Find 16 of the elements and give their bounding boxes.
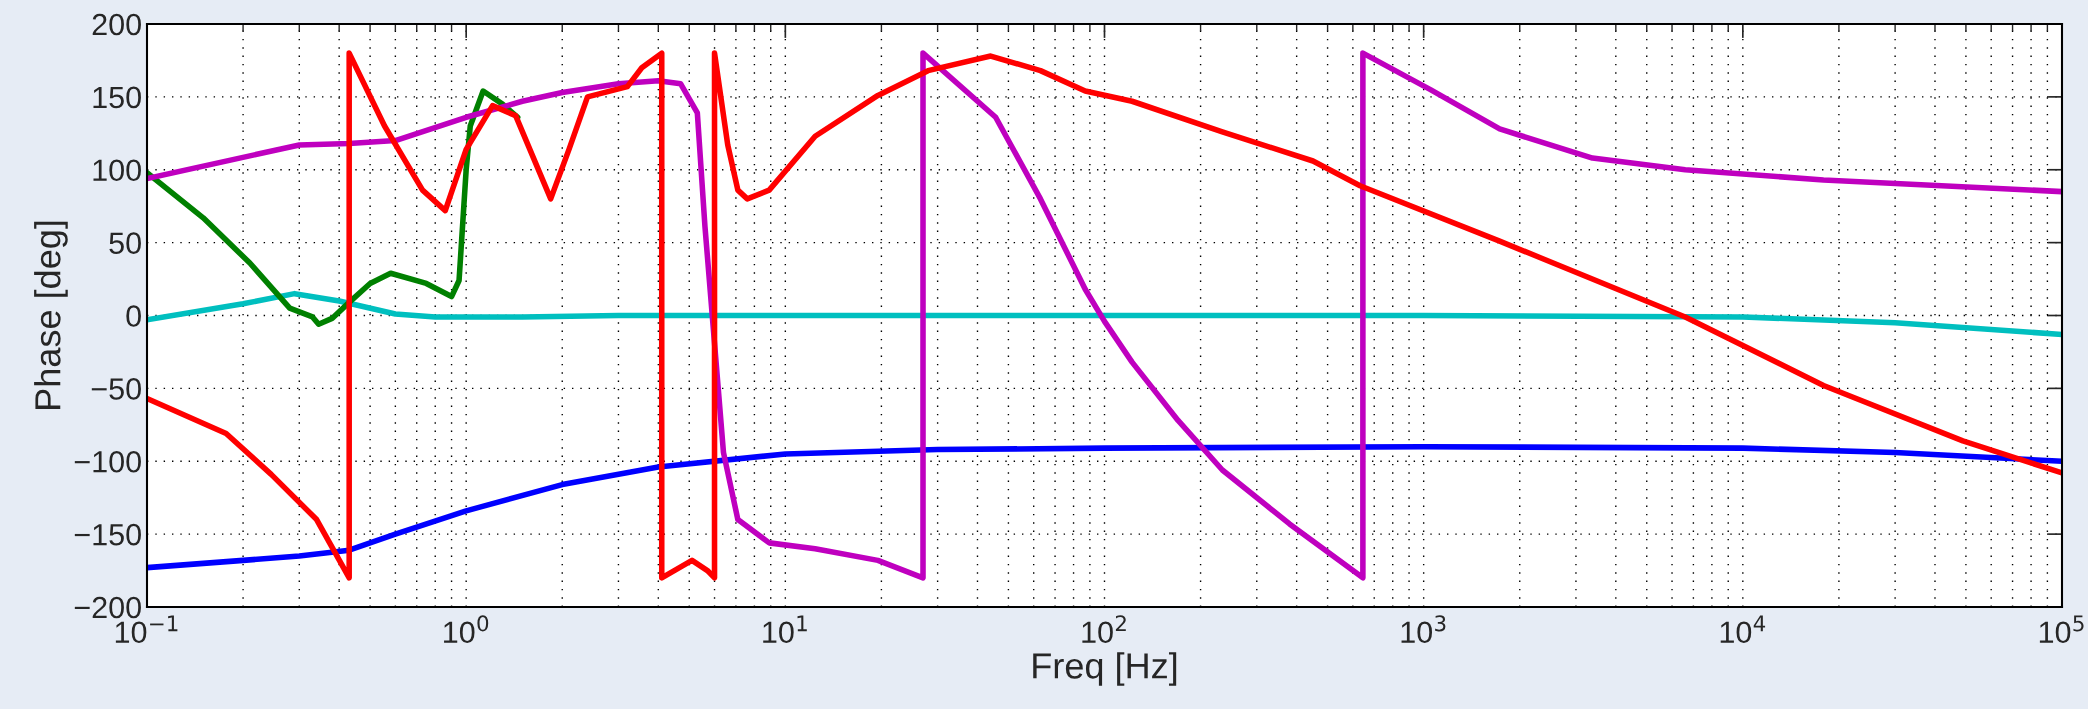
y-tick-label: −100 (74, 450, 141, 473)
y-tick-label: −150 (74, 523, 141, 546)
x-tick-label: 10$^{1}$ (763, 615, 807, 644)
x-tick-label: 10$^{5}$ (2039, 615, 2084, 644)
y-tick-label: −50 (91, 378, 141, 400)
y-tick-label: 50 (109, 232, 141, 254)
y-tick-label: 0 (126, 305, 141, 327)
x-tick-label: 10$^{3}$ (1401, 615, 1446, 644)
y-tick-label: 200 (92, 13, 141, 36)
x-tick-label: 10$^{2}$ (1082, 615, 1126, 644)
x-tick-label: 10$^{0}$ (444, 615, 489, 644)
x-axis-title: Freq [Hz] (1033, 652, 1177, 686)
y-tick-label: 100 (93, 159, 141, 182)
y-tick-label: 150 (93, 86, 141, 109)
y-axis-title: Phase [deg] (34, 221, 68, 409)
x-tick-label: 10$^{4}$ (1720, 615, 1766, 644)
